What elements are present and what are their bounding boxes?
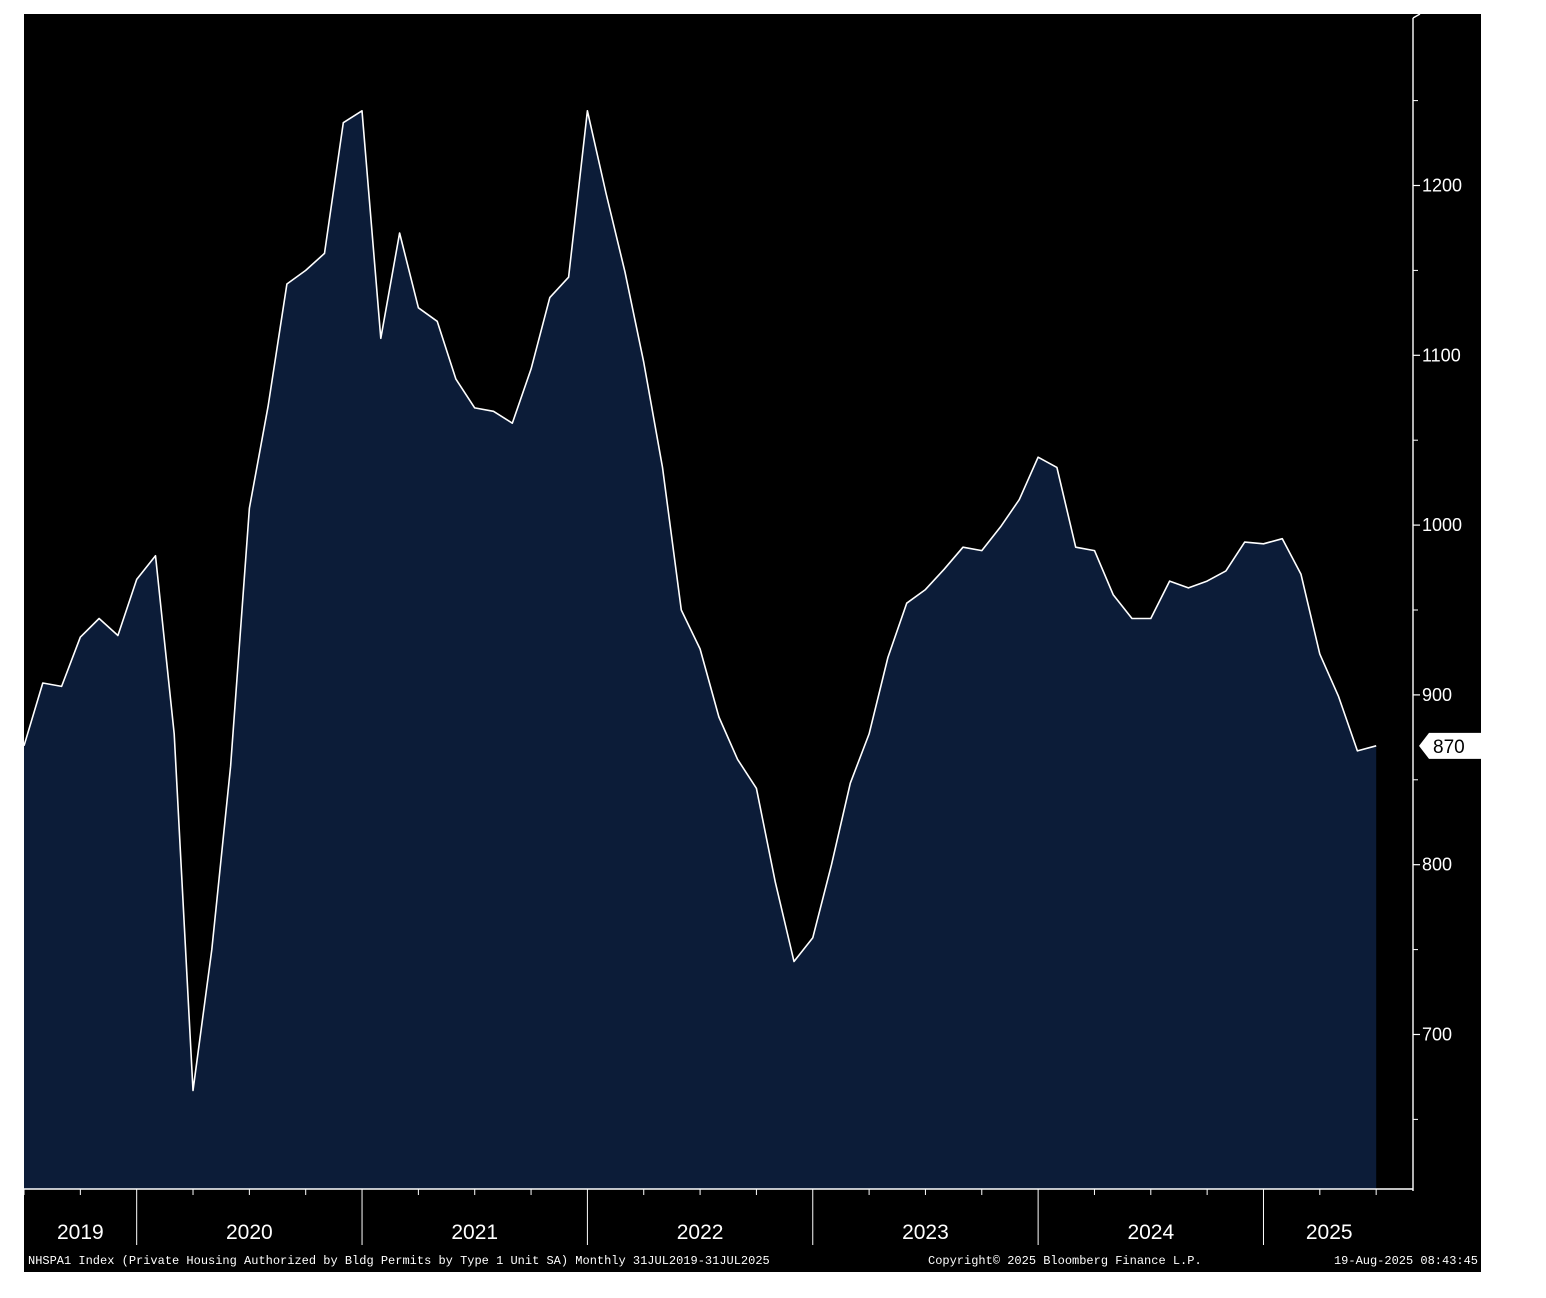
x-tick-label: 2021 [451, 1221, 498, 1244]
footer-description: NHSPA1 Index (Private Housing Authorized… [28, 1254, 770, 1268]
last-value-box [1419, 732, 1487, 759]
footer: NHSPA1 Index (Private Housing Authorized… [28, 1254, 1478, 1268]
y-axis-cap [1412, 13, 1421, 19]
y-tick-label: 700 [1422, 1024, 1452, 1044]
x-tick-label: 2019 [57, 1221, 104, 1244]
axes: 700 800 900 1000 1100 1200 2019 2020 2021 2022 202… [23, 13, 1462, 1245]
y-tick-label: 800 [1422, 855, 1452, 875]
footer-timestamp: 19-Aug-2025 08:43:45 [1334, 1254, 1478, 1268]
x-tick-label: 2022 [677, 1221, 724, 1244]
last-value-marker: 870 [1419, 732, 1487, 759]
x-tick-label: 2025 [1306, 1221, 1353, 1244]
plot-area [23, 110, 1377, 1189]
footer-copyright: Copyright© 2025 Bloomberg Finance L.P. [928, 1254, 1202, 1268]
x-tick-label: 2023 [902, 1221, 949, 1244]
x-tick-label: 2020 [226, 1221, 273, 1244]
y-tick-label: 900 [1422, 685, 1452, 705]
last-value-label: 870 [1433, 737, 1465, 758]
series-line [23, 110, 1377, 1092]
x-tick-label: 2024 [1127, 1221, 1174, 1244]
y-tick-label: 1100 [1422, 345, 1461, 365]
y-tick-label: 1200 [1422, 175, 1462, 195]
y-tick-label: 1000 [1422, 515, 1462, 535]
